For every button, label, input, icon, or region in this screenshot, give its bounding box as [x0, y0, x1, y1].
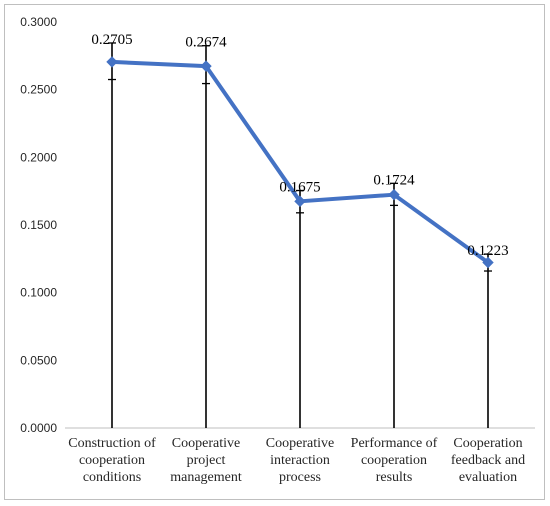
x-tick-label: Performance of cooperation results — [351, 436, 438, 485]
x-tick-label: Construction of cooperation conditions — [68, 436, 156, 485]
x-tick-label: Cooperative project management — [170, 436, 242, 485]
data-point-marker — [106, 56, 118, 68]
y-tick-label: 0.1500 — [20, 218, 57, 232]
data-point-marker — [200, 60, 212, 72]
data-label: 0.2705 — [91, 32, 132, 48]
data-label: 0.1675 — [279, 179, 320, 195]
chart-frame — [4, 4, 545, 500]
x-tick-label: Cooperation feedback and evaluation — [451, 436, 525, 485]
data-point-marker — [482, 256, 494, 269]
y-tick-label: 0.0000 — [20, 421, 57, 435]
y-tick-label: 0.2500 — [20, 83, 57, 97]
data-point-marker — [294, 195, 306, 208]
y-tick-label: 0.2000 — [20, 150, 57, 164]
x-tick-label: Cooperative interaction process — [266, 436, 334, 485]
data-point-marker — [388, 188, 400, 201]
y-tick-label: 0.0500 — [20, 353, 57, 367]
y-tick-label: 0.1000 — [20, 286, 57, 300]
data-label: 0.2674 — [185, 35, 227, 51]
y-tick-label: 0.3000 — [20, 15, 57, 29]
data-label: 0.1724 — [373, 172, 415, 188]
data-label: 0.1223 — [467, 243, 508, 259]
